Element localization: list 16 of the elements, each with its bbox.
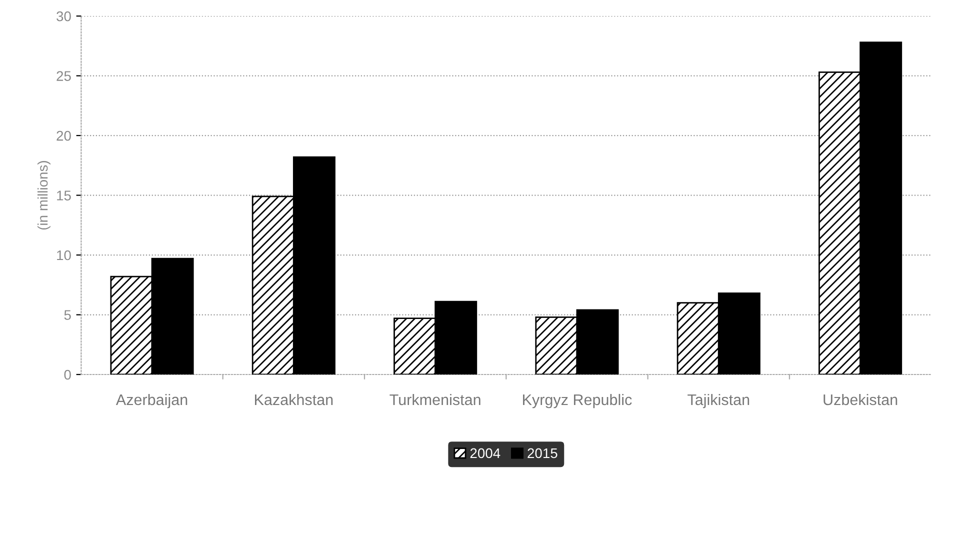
x-tick-label: Tajikistan — [688, 394, 750, 408]
y-tick-label: 10 — [57, 250, 71, 260]
legend-label: 2004 — [470, 448, 500, 458]
y-tick-label: 0 — [64, 370, 71, 380]
y-tick-label: 20 — [56, 130, 71, 141]
y-tick-label: 30 — [56, 11, 71, 22]
y-tick-label: 15 — [57, 190, 71, 200]
x-tick-label: Uzbekistan — [824, 394, 898, 406]
x-tick-label: Azerbaijan — [116, 394, 188, 408]
x-tick-label: Kyrgyz Republic — [523, 394, 632, 408]
legend-label: 2015 — [528, 448, 558, 458]
x-tick-label: Kazakhstan — [255, 394, 333, 406]
y-tick-label: 25 — [56, 71, 71, 81]
y-tick-label: 5 — [64, 310, 71, 320]
y-axis-title: (in millions) — [38, 161, 50, 230]
x-tick-label: Turkmenistan — [390, 394, 480, 406]
